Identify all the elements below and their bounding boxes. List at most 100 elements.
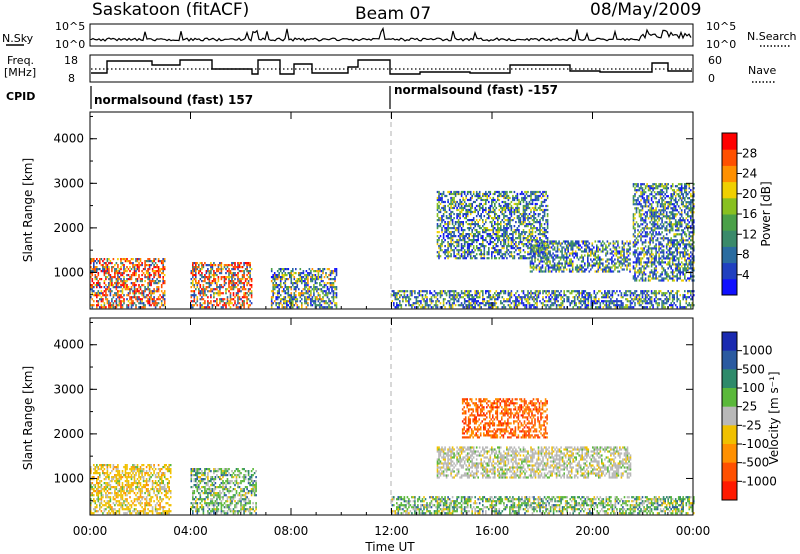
heatmap-cell (328, 278, 330, 281)
heatmap-cell (525, 217, 528, 220)
heatmap-cell (638, 201, 641, 204)
heatmap-cell (516, 290, 519, 293)
heatmap-cell (602, 294, 605, 297)
heatmap-cell (457, 221, 460, 224)
heatmap-cell (537, 294, 540, 297)
heatmap-cell (483, 253, 486, 256)
heatmap-cell (246, 282, 248, 285)
heatmap-cell (151, 302, 154, 305)
heatmap-cell (555, 296, 558, 299)
heatmap-cell (568, 268, 571, 271)
heatmap-cell (480, 217, 482, 220)
heatmap-cell (638, 253, 641, 256)
heatmap-cell (537, 206, 540, 210)
heatmap-cell (664, 306, 666, 309)
heatmap-cell (570, 262, 572, 265)
heatmap-cell (272, 292, 274, 295)
heatmap-cell (506, 219, 508, 222)
heatmap-cell (393, 292, 395, 295)
heatmap-cell (570, 260, 572, 263)
heatmap-cell (454, 257, 457, 260)
heatmap-cell (465, 241, 467, 244)
heatmap-cell (577, 246, 580, 249)
heatmap-cell (244, 268, 247, 271)
heatmap-cell (450, 294, 452, 297)
heatmap-cell (139, 288, 142, 291)
heatmap-cell (590, 258, 592, 261)
heatmap-cell (276, 298, 279, 301)
heatmap-cell (439, 292, 442, 295)
heatmap-cell (462, 247, 464, 250)
heatmap-cell (620, 262, 622, 265)
heatmap-cell (556, 256, 559, 259)
heatmap-cell (542, 290, 544, 293)
heatmap-cell (474, 294, 476, 297)
heatmap-cell (445, 227, 448, 230)
heatmap-cell (237, 290, 239, 293)
heatmap-cell (515, 208, 517, 212)
heatmap-cell (210, 284, 212, 287)
heatmap-cell (241, 278, 244, 281)
heatmap-cell (549, 298, 552, 301)
heatmap-cell (237, 268, 239, 271)
heatmap-cell (278, 290, 280, 293)
heatmap-cell (154, 280, 157, 283)
heatmap-cell (533, 298, 535, 301)
heatmap-cell (160, 296, 163, 299)
heatmap-cell (629, 242, 631, 245)
heatmap-cell (596, 306, 599, 309)
heatmap-cell (621, 268, 624, 271)
heatmap-cell (457, 304, 460, 307)
heatmap-cell (320, 274, 323, 277)
heatmap-cell (542, 217, 544, 220)
heatmap-cell (590, 250, 592, 253)
heatmap-cell (634, 267, 636, 270)
heatmap-cell (103, 280, 106, 283)
heatmap-cell (509, 245, 511, 248)
heatmap-cell (115, 284, 118, 287)
heatmap-cell (521, 196, 523, 200)
heatmap-cell (597, 262, 600, 265)
heatmap-cell (457, 249, 460, 252)
heatmap-cell (509, 255, 511, 258)
heatmap-cell (638, 195, 641, 198)
heatmap-cell (501, 206, 504, 210)
heatmap-cell (643, 300, 645, 303)
heatmap-cell (537, 264, 539, 267)
heatmap-cell (546, 243, 549, 246)
heatmap-cell (518, 202, 520, 206)
heatmap-cell (515, 202, 517, 206)
heatmap-cell (281, 276, 284, 279)
heatmap-cell (542, 200, 544, 204)
heatmap-cell (634, 275, 636, 278)
heatmap-cell (129, 292, 131, 295)
heatmap-cell (201, 288, 203, 291)
heatmap-cell (542, 231, 544, 234)
heatmap-cell (549, 260, 551, 263)
heatmap-cell (534, 213, 537, 216)
heatmap-cell (112, 302, 115, 305)
heatmap-cell (145, 288, 148, 291)
heatmap-cell (566, 290, 568, 293)
heatmap-cell (643, 199, 645, 202)
heatmap-cell (632, 253, 635, 256)
heatmap-cell (483, 194, 486, 198)
heatmap-cell (533, 225, 535, 228)
heatmap-cell (308, 290, 311, 293)
heatmap-cell (96, 262, 98, 265)
heatmap-cell (480, 251, 482, 254)
heatmap-cell (582, 260, 584, 263)
heatmap-cell (451, 243, 454, 246)
heatmap-cell (453, 245, 455, 248)
heatmap-cell (608, 258, 610, 261)
heatmap-cell (591, 264, 594, 267)
heatmap-cell (279, 276, 282, 279)
heatmap-cell (304, 274, 306, 277)
heatmap-cell (518, 217, 520, 220)
heatmap-cell (311, 274, 314, 277)
heatmap-cell (90, 258, 92, 261)
heatmap-cell (495, 302, 498, 305)
heatmap-cell (210, 300, 212, 303)
heatmap-cell (486, 253, 489, 256)
heatmap-cell (289, 274, 291, 277)
